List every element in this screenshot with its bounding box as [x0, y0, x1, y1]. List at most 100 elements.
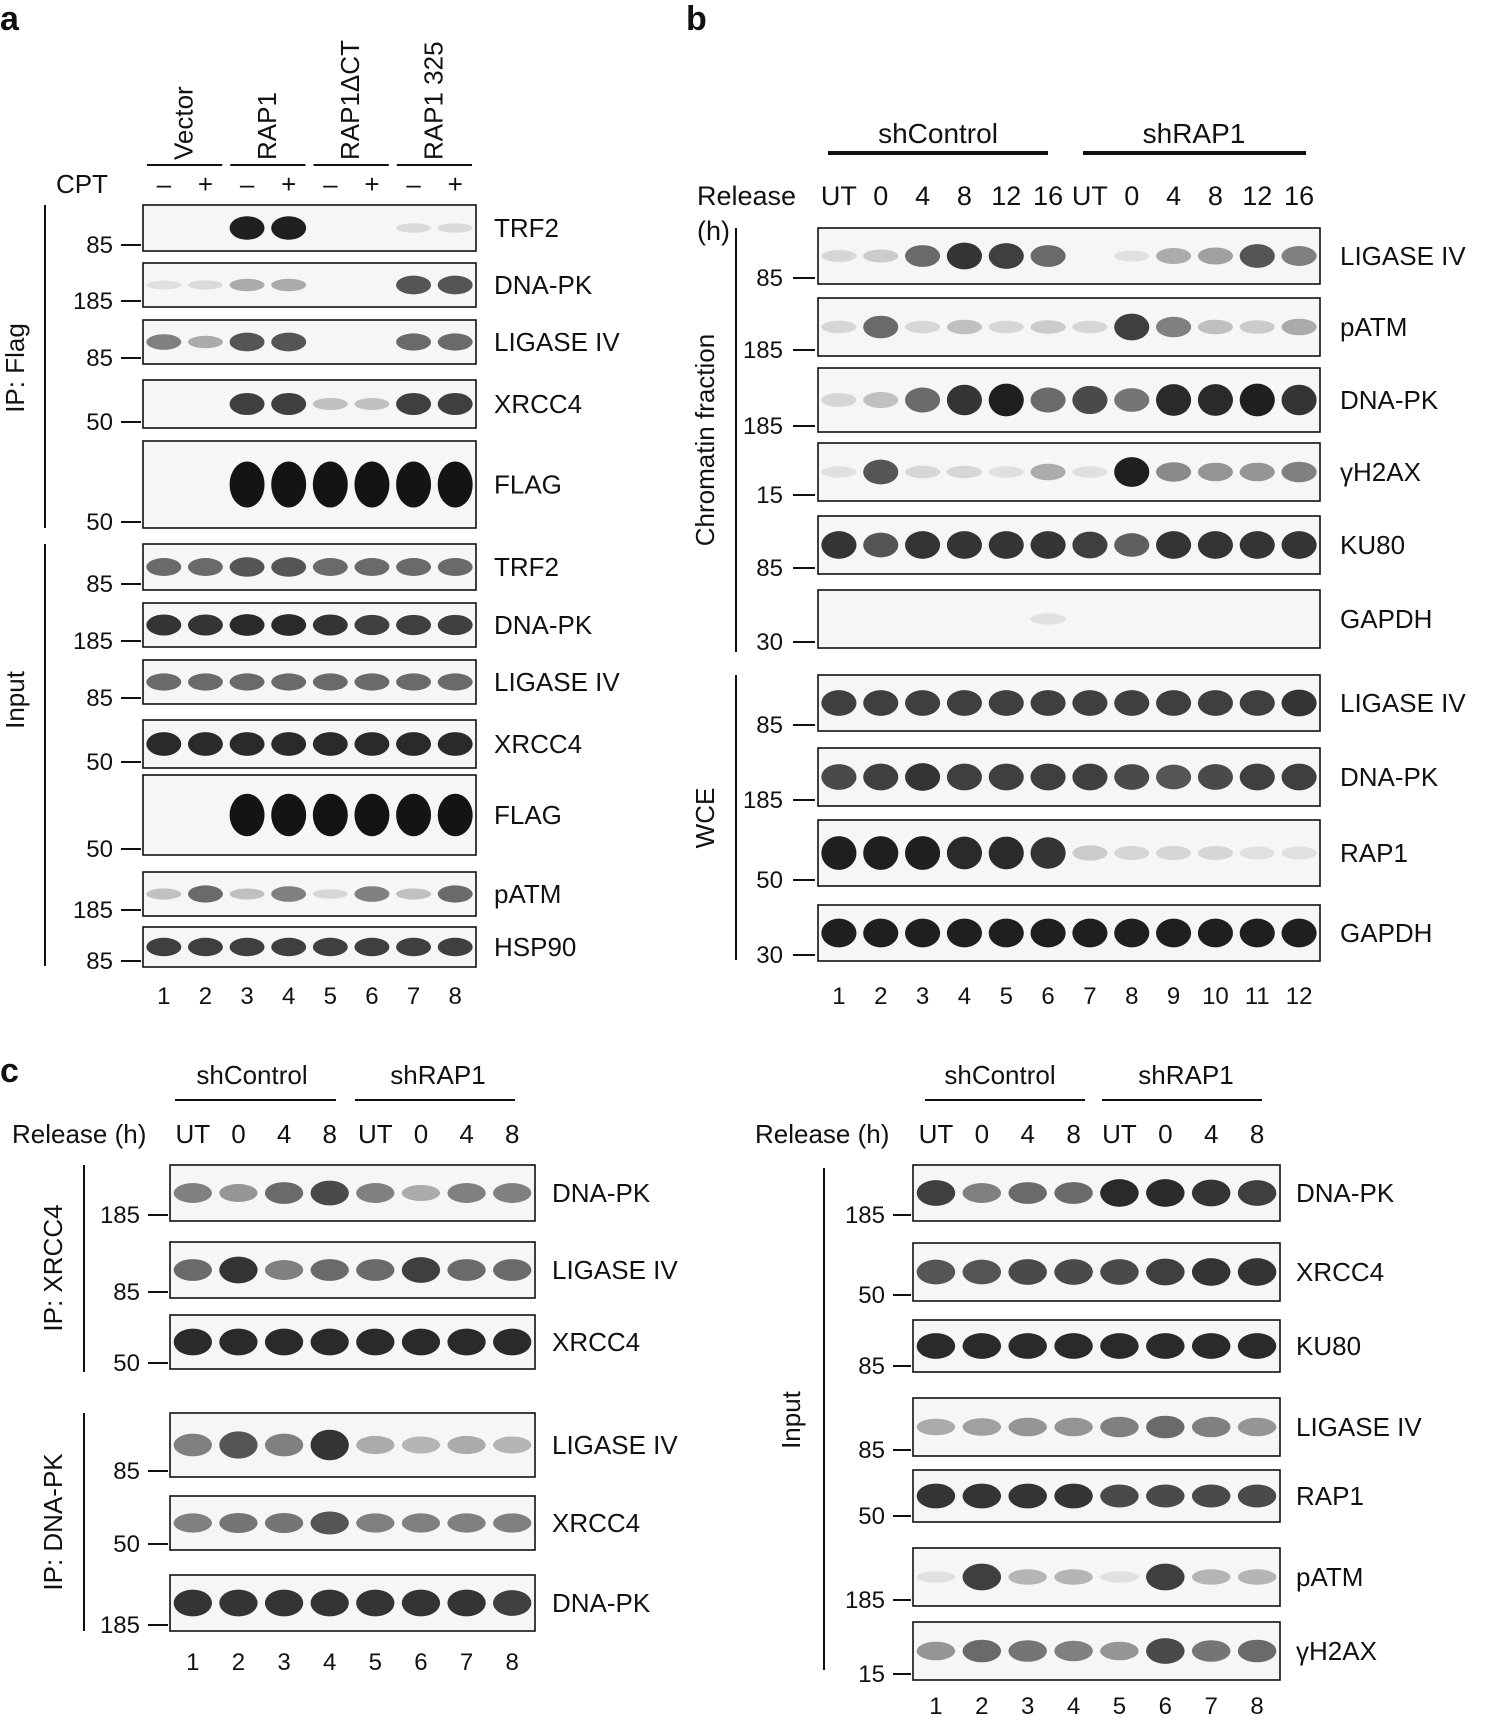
- band: [493, 1183, 532, 1203]
- band: [962, 1418, 1002, 1436]
- mw-marker: 50: [86, 836, 113, 863]
- band: [1072, 385, 1108, 415]
- panels.a.blots-blot-9: FLAG 50: [86, 774, 562, 863]
- panels.a.blots-blot-0: TRF2 85: [86, 204, 559, 259]
- mw-marker: 50: [756, 867, 783, 894]
- panels.c.left_blots-blot-3: LIGASE IV 85: [113, 1412, 678, 1485]
- panels.b.blots-blot-5: GAPDH 30: [756, 589, 1432, 656]
- band: [229, 937, 265, 957]
- panel-letter-a: a: [0, 0, 20, 38]
- band: [437, 333, 473, 351]
- timepoint: 4: [915, 181, 930, 211]
- protein-label: FLAG: [494, 470, 562, 500]
- band: [187, 558, 223, 576]
- panels.a.blots-blot-8: XRCC4 50: [86, 719, 582, 776]
- band: [264, 1182, 304, 1204]
- band: [310, 1429, 349, 1461]
- band: [187, 673, 223, 691]
- group-label: shRAP1: [1143, 118, 1246, 149]
- mw-marker: 50: [113, 1531, 140, 1558]
- protein-label: γH2AX: [1296, 1636, 1377, 1666]
- band: [821, 764, 857, 790]
- panels.c.left_blots-blot-1: LIGASE IV 85: [113, 1241, 678, 1306]
- cpt-sign: +: [448, 169, 463, 199]
- band: [905, 531, 941, 559]
- section-label-input: Input: [0, 670, 30, 729]
- band: [354, 614, 390, 636]
- lane-number: 2: [874, 983, 887, 1010]
- band: [1237, 1639, 1277, 1663]
- band: [1100, 1484, 1139, 1508]
- blot-frame: [817, 227, 1321, 285]
- protein-label: RAP1: [1296, 1481, 1364, 1511]
- band: [1146, 1484, 1185, 1508]
- lane-number: 6: [1159, 1693, 1172, 1720]
- band: [1237, 1417, 1277, 1437]
- lane-number: 9: [1167, 983, 1180, 1010]
- band: [1008, 1483, 1047, 1509]
- band: [187, 614, 223, 636]
- band: [962, 1483, 1002, 1509]
- band: [401, 1436, 441, 1454]
- section-label-chromatin: Chromatin fraction: [690, 334, 720, 546]
- panels.a.blots-blot-11: HSP90 85: [86, 926, 576, 975]
- band: [946, 690, 982, 716]
- blot-frame: [817, 515, 1321, 575]
- band: [437, 732, 473, 756]
- band: [1156, 462, 1192, 482]
- band: [312, 732, 348, 756]
- band: [312, 558, 348, 576]
- protein-label: XRCC4: [552, 1327, 640, 1357]
- band: [173, 1589, 212, 1617]
- protein-label: GAPDH: [1340, 918, 1432, 948]
- cpt-sign: +: [364, 169, 379, 199]
- band: [437, 885, 473, 903]
- band: [1030, 837, 1066, 869]
- lane-number: 8: [449, 983, 462, 1010]
- band: [396, 888, 432, 900]
- band: [1237, 1569, 1277, 1585]
- band: [312, 461, 348, 508]
- band: [146, 888, 182, 900]
- band: [437, 275, 473, 295]
- timepoint: 12: [991, 181, 1021, 211]
- band: [493, 1328, 532, 1356]
- band: [187, 335, 223, 349]
- lane-number: 1: [832, 983, 845, 1010]
- band: [1239, 531, 1275, 559]
- band: [437, 614, 473, 636]
- timepoint: 0: [1124, 181, 1139, 211]
- band: [437, 392, 473, 416]
- mw-marker: 185: [743, 787, 783, 814]
- band: [1197, 690, 1233, 716]
- band: [493, 1590, 532, 1616]
- lane-number: 6: [1041, 983, 1054, 1010]
- mw-marker: 30: [756, 629, 783, 656]
- panels.a.blots-blot-6: DNA-PK 185: [73, 602, 593, 655]
- band: [1008, 1640, 1047, 1662]
- lane-number: 7: [1083, 983, 1096, 1010]
- band: [1281, 246, 1317, 266]
- group-label: Vector: [169, 86, 199, 160]
- mw-marker: 50: [113, 1350, 140, 1377]
- band: [1146, 1563, 1185, 1591]
- protein-label: DNA-PK: [552, 1588, 651, 1618]
- band: [1156, 690, 1192, 716]
- protein-label: pATM: [494, 879, 561, 909]
- band: [219, 1431, 258, 1459]
- lane-number: 12: [1286, 983, 1313, 1010]
- mw-marker: 50: [858, 1503, 885, 1530]
- band: [916, 1418, 956, 1436]
- band: [173, 1433, 212, 1457]
- band: [401, 1185, 441, 1201]
- mw-marker: 185: [743, 337, 783, 364]
- band: [916, 1180, 956, 1206]
- protein-label: DNA-PK: [1340, 385, 1439, 415]
- band: [312, 889, 348, 899]
- panels.b.blots-blot-8: RAP1 50: [756, 819, 1408, 894]
- mw-marker: 185: [845, 1587, 885, 1614]
- band: [146, 732, 182, 756]
- blot-frame: [817, 297, 1321, 357]
- band: [264, 1512, 304, 1534]
- group-label: RAP1ΔCT: [335, 40, 365, 160]
